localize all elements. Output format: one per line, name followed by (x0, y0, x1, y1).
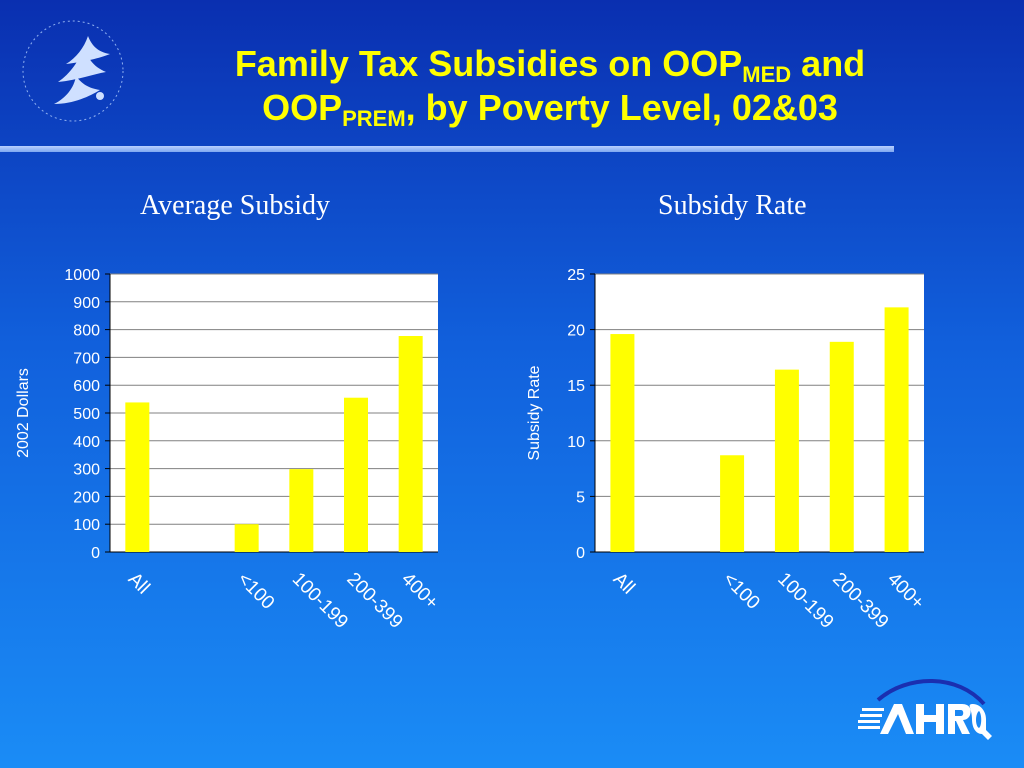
y-tick-label: 15 (567, 378, 585, 395)
x-tick-label: <100 (719, 569, 764, 614)
y-tick-label: 600 (73, 378, 100, 395)
y-tick-label: 700 (73, 350, 100, 367)
bar (720, 455, 745, 552)
x-tick-label: <100 (233, 569, 278, 614)
x-tick-label: 200-399 (828, 569, 892, 633)
x-tick-label: 100-199 (773, 569, 837, 633)
y-tick-label: 200 (73, 489, 100, 506)
bar (774, 369, 799, 552)
chart-title-average-subsidy: Average Subsidy (140, 190, 330, 221)
title-divider (0, 146, 894, 152)
plot-area (595, 274, 924, 552)
y-tick-label: 20 (567, 323, 585, 340)
y-tick-label: 500 (73, 406, 100, 423)
arc-icon (876, 679, 986, 706)
bar (829, 341, 854, 552)
bar (610, 334, 635, 552)
eagle-icon (54, 36, 110, 104)
x-tick-label: 400+ (397, 569, 442, 614)
y-tick-label: 1000 (64, 267, 100, 284)
y-tick-label: 10 (567, 434, 585, 451)
y-tick-label: 0 (576, 545, 585, 562)
bar (289, 469, 314, 552)
y-tick-label: 100 (73, 517, 100, 534)
hhs-seal-logo (22, 20, 124, 122)
title-line-2: OOPPREM, by Poverty Level, 02&03 (262, 87, 838, 131)
y-tick-label: 800 (73, 323, 100, 340)
bar (884, 307, 909, 552)
title-line-1: Family Tax Subsidies on OOPMED and (234, 43, 866, 87)
x-tick-label: 400+ (883, 569, 928, 614)
page-title: Family Tax Subsidies on OOPMED and OOPPR… (150, 42, 950, 130)
chart-title-subsidy-rate: Subsidy Rate (658, 190, 807, 221)
y-tick-label: 300 (73, 462, 100, 479)
y-tick-label: 5 (576, 489, 585, 506)
ahrq-logo (858, 679, 992, 740)
bar (398, 335, 423, 552)
bar (344, 397, 368, 552)
y-axis-label: Subsidy Rate (526, 365, 543, 460)
average-subsidy-chart: 0 100 200 300 400 500 600 700 800 900 1000 All <100 1… (15, 267, 442, 633)
y-tick-label: 900 (73, 295, 100, 312)
x-tick-label: 200-399 (342, 569, 406, 633)
bar (234, 524, 259, 552)
y-tick-label: 400 (73, 434, 100, 451)
bar (125, 402, 150, 552)
x-tick-label: All (609, 569, 639, 599)
x-tick-label: 100-199 (288, 569, 352, 633)
x-tick-label: All (124, 569, 154, 599)
y-tick-label: 25 (567, 267, 585, 284)
y-tick-label: 0 (91, 545, 100, 562)
y-axis-label: 2002 Dollars (15, 368, 32, 458)
